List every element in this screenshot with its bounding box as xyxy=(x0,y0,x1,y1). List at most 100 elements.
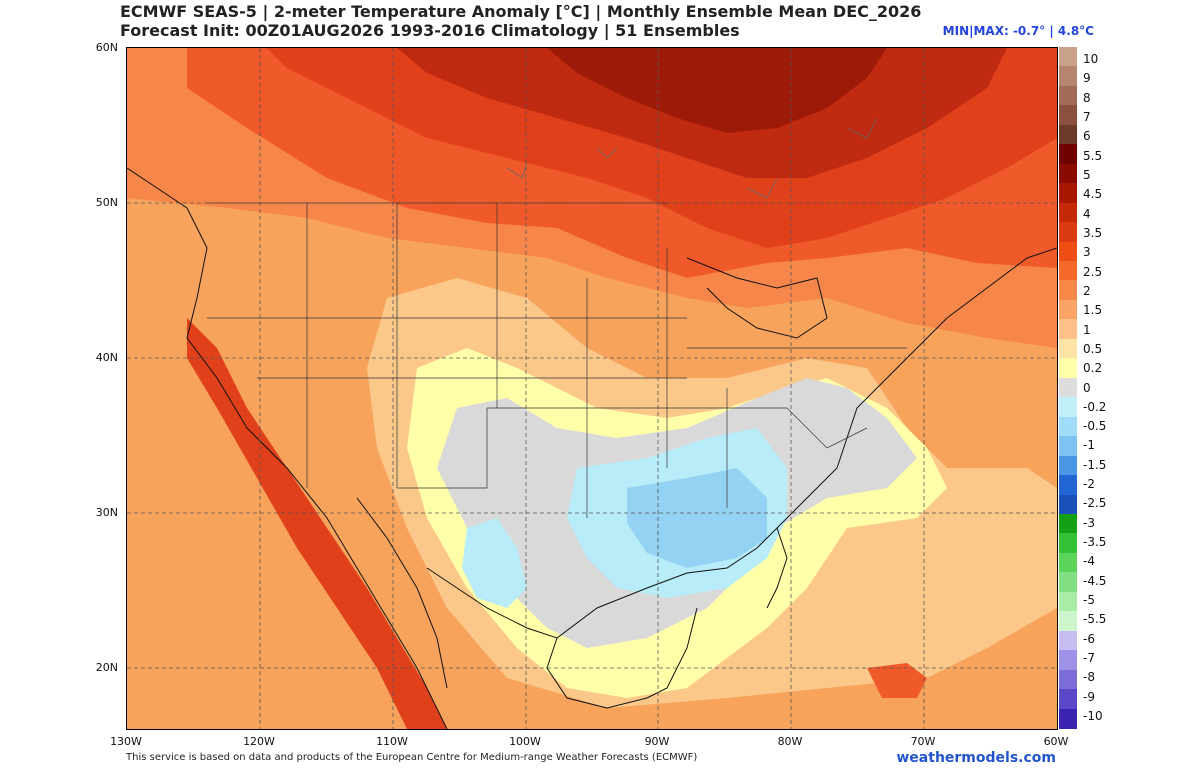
colorbar-tick-label: -9 xyxy=(1083,689,1095,704)
lon-label-100w: 100W xyxy=(509,735,541,748)
colorbar-tick-label: -5.5 xyxy=(1083,612,1107,627)
map-canvas xyxy=(127,48,1057,729)
brand-link[interactable]: weathermodels.com xyxy=(896,750,1056,766)
colorbar-tick-label: 3.5 xyxy=(1083,225,1103,240)
colorbar-swatch xyxy=(1059,280,1077,301)
colorbar-swatch xyxy=(1059,650,1077,671)
anomaly-cyan-zone xyxy=(627,468,767,568)
colorbar-tick-label: -1 xyxy=(1083,438,1095,453)
colorbar-swatch xyxy=(1059,338,1077,359)
anomaly-map[interactable] xyxy=(126,47,1058,730)
lon-label-130w: 130W xyxy=(110,735,142,748)
graticule xyxy=(127,48,1057,729)
colorbar-tick-label: 4 xyxy=(1083,206,1091,221)
colorbar-swatch xyxy=(1059,630,1077,651)
colorbar-tick-label: 3 xyxy=(1083,245,1091,260)
colorbar-legend xyxy=(1059,47,1077,729)
colorbar-tick-label: 5.5 xyxy=(1083,148,1103,163)
colorbar-swatch xyxy=(1059,183,1077,204)
anomaly-west-coast-band xyxy=(187,318,447,729)
colorbar-tick-label: 5 xyxy=(1083,167,1091,182)
lake-outlines xyxy=(506,117,878,199)
colorbar-tick-label: -10 xyxy=(1083,709,1103,723)
colorbar-swatch xyxy=(1059,47,1077,68)
anomaly-warm-core xyxy=(547,48,887,133)
colorbar-tick-label: -4 xyxy=(1083,554,1095,569)
colorbar-tick-label: 2.5 xyxy=(1083,264,1103,279)
colorbar-swatch xyxy=(1059,261,1077,282)
colorbar-tick-label: -8 xyxy=(1083,670,1095,685)
colorbar-tick-label: -0.2 xyxy=(1083,399,1107,414)
colorbar-swatch xyxy=(1059,105,1077,126)
map-title-line1: ECMWF SEAS-5 | 2-meter Temperature Anoma… xyxy=(120,2,922,21)
colorbar-tick-label: -0.5 xyxy=(1083,419,1107,434)
colorbar-tick-label: 1 xyxy=(1083,322,1091,337)
colorbar-swatch xyxy=(1059,222,1077,243)
lon-label-80w: 80W xyxy=(777,735,803,748)
colorbar-swatch xyxy=(1059,533,1077,554)
colorbar-tick-label: -7 xyxy=(1083,651,1095,666)
lon-label-120w: 120W xyxy=(243,735,275,748)
lon-label-90w: 90W xyxy=(644,735,670,748)
colorbar-tick-label: 0.5 xyxy=(1083,341,1103,356)
colorbar-tick-label: 9 xyxy=(1083,71,1091,86)
colorbar-swatch xyxy=(1059,85,1077,106)
colorbar-tick-label: 1.5 xyxy=(1083,303,1103,318)
colorbar-swatch xyxy=(1059,455,1077,476)
lon-label-70w: 70W xyxy=(910,735,936,748)
ecmwf-disclaimer: This service is based on data and produc… xyxy=(126,752,698,763)
colorbar-swatch xyxy=(1059,416,1077,437)
colorbar-swatch xyxy=(1059,708,1077,729)
colorbar-swatch xyxy=(1059,358,1077,379)
colorbar-tick-label: 7 xyxy=(1083,109,1091,124)
anomaly-cyan-texas xyxy=(462,518,527,608)
colorbar-tick-label: -3 xyxy=(1083,515,1095,530)
colorbar-swatch xyxy=(1059,202,1077,223)
colorbar-tick-label: -1.5 xyxy=(1083,457,1107,472)
colorbar-swatch xyxy=(1059,494,1077,515)
min-max-readout: MIN|MAX: -0.7° | 4.8°C xyxy=(942,24,1094,38)
colorbar-swatch xyxy=(1059,377,1077,398)
colorbar-tick-label: -6 xyxy=(1083,631,1095,646)
lat-label-50n: 50N xyxy=(95,196,118,209)
lat-label-20n: 20N xyxy=(95,661,118,674)
colorbar-swatch xyxy=(1059,163,1077,184)
colorbar-swatch xyxy=(1059,572,1077,593)
colorbar-tick-label: 4.5 xyxy=(1083,187,1103,202)
colorbar-swatch xyxy=(1059,513,1077,535)
lat-label-30n: 30N xyxy=(95,506,118,519)
colorbar-swatch xyxy=(1059,436,1077,457)
lat-label-60n: 60N xyxy=(95,41,118,54)
colorbar-tick-label: 0.2 xyxy=(1083,361,1103,376)
colorbar-tick-label: -5 xyxy=(1083,593,1095,608)
colorbar-swatch xyxy=(1059,591,1077,612)
colorbar-swatch xyxy=(1059,144,1077,165)
colorbar-swatch xyxy=(1059,689,1077,710)
colorbar-swatch xyxy=(1059,611,1077,632)
map-title-line2: Forecast Init: 00Z01AUG2026 1993-2016 Cl… xyxy=(120,21,740,40)
lat-label-40n: 40N xyxy=(95,351,118,364)
colorbar-tick-label: 10 xyxy=(1083,52,1099,66)
colorbar-swatch xyxy=(1059,124,1077,145)
lon-label-60w: 60W xyxy=(1043,735,1069,748)
lon-label-110w: 110W xyxy=(376,735,408,748)
colorbar-swatch xyxy=(1059,475,1077,496)
colorbar-tick-label: -2 xyxy=(1083,477,1095,492)
colorbar-swatch xyxy=(1059,552,1077,573)
colorbar-swatch xyxy=(1059,241,1077,262)
coastlines xyxy=(127,167,1057,729)
anomaly-caribbean-warm-spot xyxy=(867,663,927,698)
colorbar-tick-label: 8 xyxy=(1083,90,1091,105)
colorbar-swatch xyxy=(1059,397,1077,418)
colorbar-swatch xyxy=(1059,669,1077,690)
colorbar-tick-label: -2.5 xyxy=(1083,496,1107,511)
colorbar-swatch xyxy=(1059,66,1077,87)
colorbar-tick-label: -3.5 xyxy=(1083,535,1107,550)
colorbar-tick-label: -4.5 xyxy=(1083,573,1107,588)
state-borders xyxy=(207,202,907,518)
colorbar-tick-label: 2 xyxy=(1083,283,1091,298)
colorbar-tick-label: 0 xyxy=(1083,380,1091,395)
colorbar-tick-label: 6 xyxy=(1083,129,1091,144)
colorbar-swatch xyxy=(1059,299,1077,320)
colorbar-swatch xyxy=(1059,319,1077,340)
